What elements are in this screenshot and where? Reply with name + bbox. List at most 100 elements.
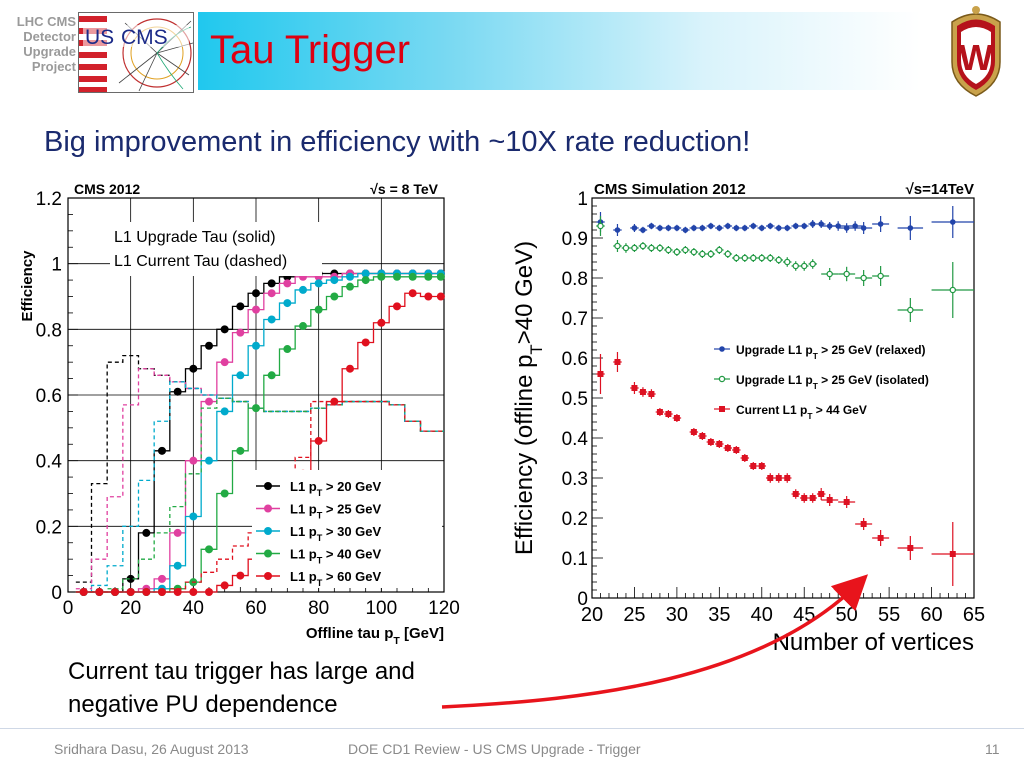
data-point [741, 254, 749, 262]
data-point [614, 227, 621, 233]
data-point [843, 270, 850, 278]
svg-text:W: W [959, 37, 993, 78]
data-point [665, 411, 672, 417]
us-cms-logo-graphic: US CMS [79, 13, 193, 92]
data-point [205, 545, 213, 554]
data-point [236, 328, 245, 337]
slide-subtitle: Big improvement in efficiency with ~10X … [44, 126, 751, 158]
y-tick-label: 0 [51, 583, 62, 604]
footer-divider [0, 728, 1024, 729]
data-point [614, 242, 621, 250]
data-point [631, 244, 638, 252]
data-point [236, 371, 245, 380]
data-point [111, 588, 119, 596]
data-point [436, 292, 445, 301]
plot-frame [591, 197, 975, 599]
data-point [393, 272, 401, 281]
data-point [189, 456, 198, 465]
data-point [716, 225, 723, 231]
data-point [126, 588, 135, 596]
y-tick-label: 0.2 [562, 509, 588, 530]
legend-marker [718, 375, 726, 383]
data-point [205, 397, 213, 406]
legend-marker [264, 572, 272, 580]
data-point [79, 588, 88, 596]
x-tick-label: 0 [63, 598, 74, 619]
x-tick-label: 40 [751, 604, 773, 626]
data-point [665, 246, 672, 254]
data-point [674, 225, 680, 231]
data-point [792, 223, 799, 229]
data-point [436, 272, 445, 281]
data-point [733, 254, 740, 262]
data-point [346, 272, 354, 281]
chart-header-right: √s=14TeV [906, 181, 974, 198]
data-point [673, 415, 680, 421]
data-point [267, 371, 276, 380]
data-point [408, 272, 417, 281]
data-point [716, 441, 723, 447]
data-point [665, 225, 672, 231]
data-point [809, 221, 816, 227]
vertices-chart-svg: 20 25 30 35 40 45 50 55 60 6500.10.20.30.40.50.60… [511, 181, 985, 656]
data-point [361, 276, 370, 285]
notes-background [110, 222, 322, 276]
data-point [424, 272, 433, 281]
legend-marker [264, 527, 272, 535]
data-point [699, 225, 706, 231]
data-point [299, 322, 307, 331]
x-tick-label: 100 [365, 598, 397, 619]
data-point [767, 223, 774, 229]
arrow-icon [441, 574, 869, 709]
data-point [220, 325, 229, 334]
data-point [767, 475, 774, 481]
legend-marker [264, 482, 272, 490]
data-point [682, 227, 689, 233]
data-point [648, 244, 655, 252]
data-point [639, 242, 647, 250]
data-point [158, 574, 166, 583]
data-point [656, 244, 664, 252]
y-tick-label: 0 [577, 589, 588, 610]
data-point [724, 445, 731, 451]
legend-label: Upgrade L1 pT > 25 GeV (relaxed) [736, 343, 926, 361]
data-point [657, 225, 663, 231]
data-point [361, 269, 370, 278]
data-point [699, 250, 706, 258]
legend-marker [264, 504, 272, 513]
data-point [236, 302, 245, 311]
data-point [656, 409, 663, 415]
project-label-line-3: Upgrade [23, 44, 76, 59]
data-point [818, 221, 824, 227]
data-point [907, 225, 914, 231]
note-line-1: Current tau trigger has large and [68, 658, 415, 685]
data-point [690, 429, 697, 435]
footer-author-date: Sridhara Dasu, 26 August 2013 [54, 741, 249, 757]
data-point [220, 358, 229, 367]
data-point [126, 574, 135, 583]
data-point [648, 391, 655, 397]
data-point [631, 225, 638, 231]
y-tick-label: 0.2 [36, 517, 62, 538]
note-current: L1 Current Tau (dashed) [114, 253, 287, 270]
y-tick-label: 0.4 [36, 452, 63, 473]
data-point [283, 299, 292, 308]
data-point [597, 222, 604, 230]
data-point [877, 272, 884, 280]
x-tick-label: 35 [708, 604, 730, 626]
data-point [361, 338, 370, 347]
data-point [775, 256, 783, 264]
chart-header-right: √s = 8 TeV [370, 182, 438, 197]
data-point [852, 223, 858, 229]
data-point [173, 387, 182, 396]
data-point [597, 371, 604, 377]
y-axis-title: Efficiency [19, 250, 36, 322]
project-label: LHC CMS Detector Upgrade Project [2, 14, 76, 74]
data-point [707, 439, 714, 445]
x-tick-label: 20 [581, 604, 603, 626]
legend-label: L1 pT > 25 GeV [290, 502, 382, 521]
data-point [173, 588, 182, 596]
data-point [252, 341, 260, 350]
data-point [205, 456, 213, 465]
y-tick-label: 0.9 [562, 229, 588, 250]
